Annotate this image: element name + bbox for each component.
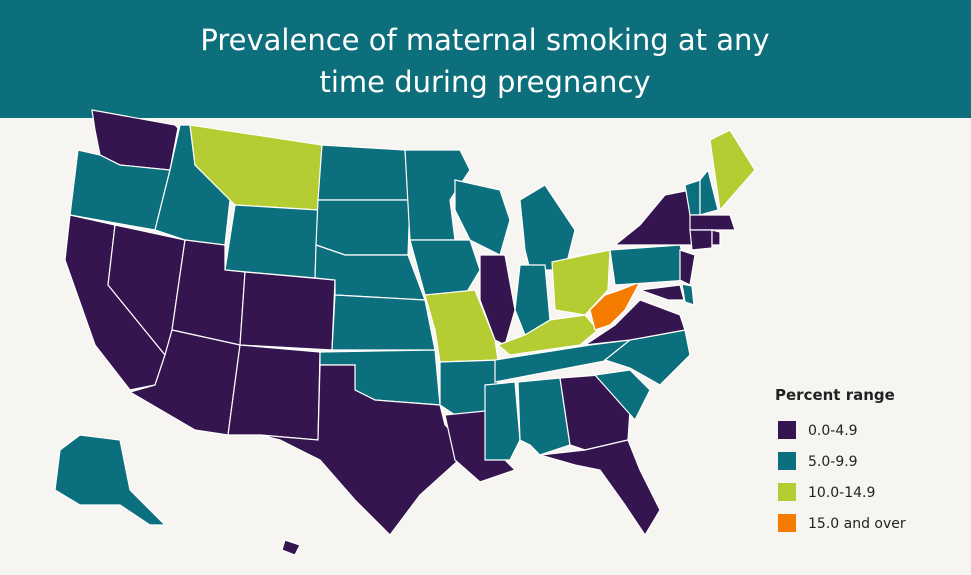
state (54, 434, 167, 526)
state (711, 229, 721, 246)
legend-label: 10.0-14.9 (808, 485, 875, 501)
state (409, 239, 481, 296)
state (239, 271, 336, 351)
state (259, 364, 471, 536)
state (609, 244, 691, 286)
state (331, 294, 436, 351)
title-line: time during pregnancy (319, 65, 650, 99)
legend-label: 15.0 and over (808, 516, 906, 532)
state (551, 249, 611, 316)
state (709, 129, 756, 212)
state (539, 439, 661, 537)
state (584, 299, 686, 346)
legend-swatch (778, 421, 796, 439)
header (0, 0, 971, 118)
state (281, 539, 301, 556)
state (681, 283, 695, 306)
legend-title: Percent range (775, 386, 895, 404)
title-line: Prevalence of maternal smoking at any (200, 23, 769, 57)
state (227, 344, 321, 441)
state (699, 168, 719, 216)
legend-swatch (778, 514, 796, 532)
state (315, 199, 411, 256)
state (589, 280, 642, 331)
legend-swatch (778, 483, 796, 501)
state (689, 214, 736, 231)
state (496, 314, 599, 356)
legend-label: 0.0-4.9 (808, 423, 858, 439)
legend: Percent range 0.0-4.9 5.0-9.9 10.0-14.9 15.… (775, 386, 906, 532)
state (484, 381, 521, 461)
state (639, 284, 685, 301)
map (54, 109, 756, 556)
state (593, 369, 651, 422)
legend-label: 5.0-9.9 (808, 454, 858, 470)
legend-swatch (778, 452, 796, 470)
state (689, 229, 713, 251)
state (224, 204, 319, 279)
state (317, 144, 411, 201)
